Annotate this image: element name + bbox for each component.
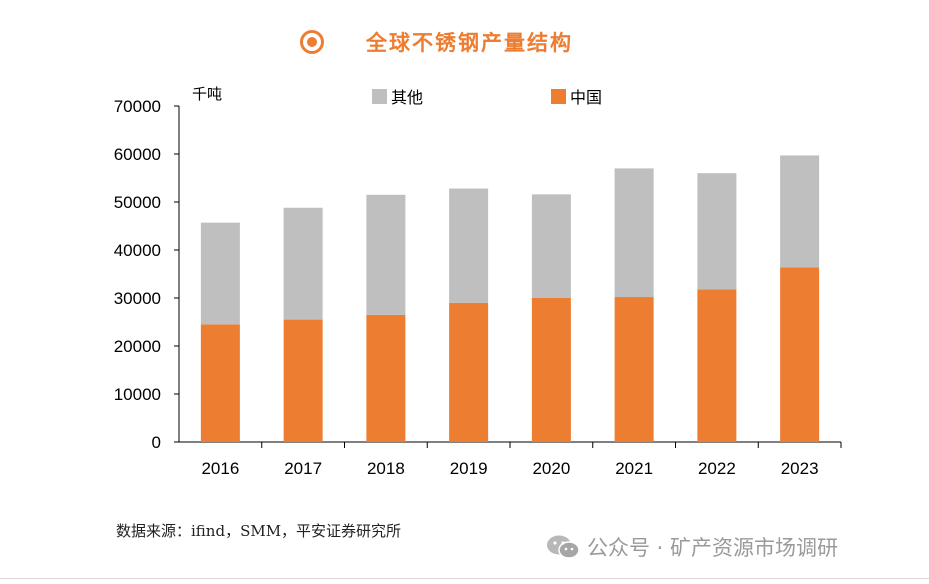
y-unit-label: 千吨 [192,85,222,103]
y-tick-label: 50000 [114,193,161,212]
chart-title: 全球不锈钢产量结构 [366,30,573,55]
bar-other [780,155,820,268]
bar-other [366,194,406,315]
bar-china [200,324,240,442]
x-tick-label: 2021 [615,459,653,478]
x-tick-label: 2022 [698,459,736,478]
legend-swatch [372,89,387,104]
y-tick-label: 20000 [114,337,161,356]
y-tick-label: 40000 [114,241,161,260]
y-tick-label: 10000 [114,385,161,404]
bar-other [697,173,737,290]
target-icon [300,30,324,54]
x-tick-label: 2016 [201,459,239,478]
bar-china [449,302,489,442]
y-tick-label: 60000 [114,145,161,164]
bar-china [366,314,406,442]
x-tick-label: 2019 [450,459,488,478]
legend-label: 其他 [391,88,423,107]
bar-china [780,267,820,442]
y-tick-label: 0 [152,433,161,452]
legend-swatch [551,89,566,104]
chart-title-row: 全球不锈钢产量结构 [300,24,573,60]
wechat-icon [547,535,580,559]
bar-other [614,168,654,298]
bar-other [283,207,323,320]
bar-china [614,297,654,442]
x-tick-label: 2017 [284,459,322,478]
bar-other [200,222,240,325]
x-tick-label: 2018 [367,459,405,478]
bar-china [531,298,571,442]
watermark-text: 公众号 · 矿产资源市场调研 [587,536,839,560]
legend-label: 中国 [570,88,602,107]
bar-china [283,319,323,442]
bar-other [531,194,571,298]
divider [0,578,929,579]
source-note: 数据来源：ifind，SMM，平安证券研究所 [116,522,402,540]
y-tick-label: 30000 [114,289,161,308]
watermark: 公众号 · 矿产资源市场调研 [545,532,838,562]
bar-china [697,289,737,442]
y-tick-label: 70000 [114,97,161,116]
bar-other [449,188,489,303]
x-tick-label: 2023 [781,459,819,478]
x-tick-label: 2020 [532,459,570,478]
